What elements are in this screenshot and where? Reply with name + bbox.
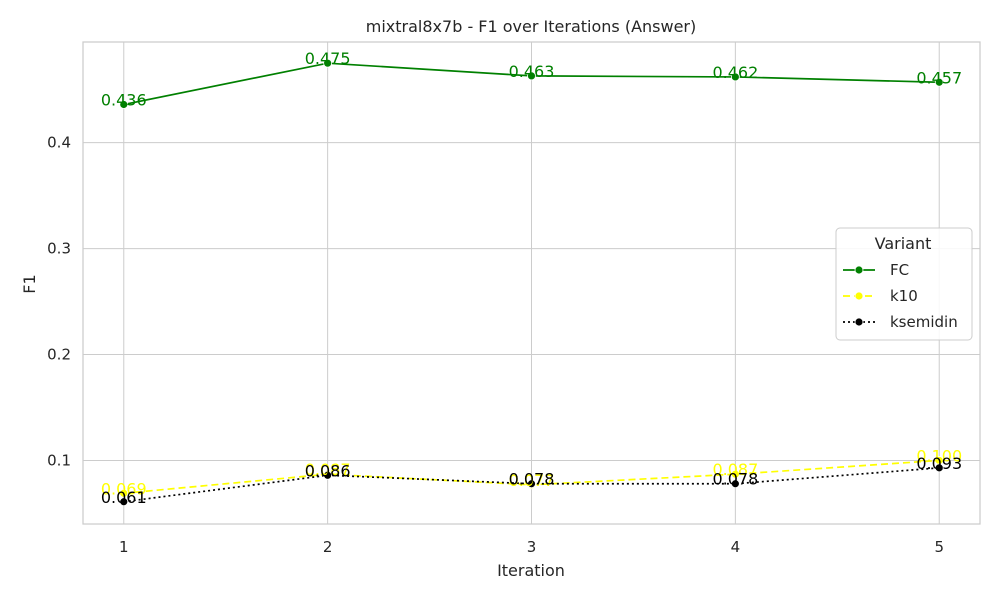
data-point-ksemidin xyxy=(119,497,129,507)
data-point-ksemidin xyxy=(323,470,333,480)
data-point-FC xyxy=(119,100,129,109)
data-label-k10: 0.077 xyxy=(509,471,555,490)
x-axis-label: Iteration xyxy=(497,561,565,580)
legend-marker-k10 xyxy=(854,291,864,301)
chart-title: mixtral8x7b - F1 over Iterations (Answer… xyxy=(366,17,696,36)
y-axis-ticks: 0.1 0.2 0.3 0.4 xyxy=(47,134,71,470)
data-point-FC xyxy=(730,72,740,82)
y-tick-label: 0.4 xyxy=(47,134,71,152)
data-label-FC: 0.475 xyxy=(305,49,351,68)
legend-entry-k10: k10 xyxy=(890,287,918,305)
data-point-FC xyxy=(934,77,944,87)
data-label-k10: 0.069 xyxy=(101,479,147,498)
data-point-FC xyxy=(527,71,536,81)
data-point-ksemidin xyxy=(730,479,740,489)
x-tick-label: 3 xyxy=(527,538,537,556)
data-label-FC: 0.462 xyxy=(712,63,758,82)
legend-marker-ksemidin xyxy=(854,317,864,327)
legend-entry-FC: FC xyxy=(890,261,909,279)
grid xyxy=(83,42,980,524)
data-label-ksemidin: 0.078 xyxy=(509,470,555,489)
x-tick-label: 4 xyxy=(731,538,741,556)
legend-title: Variant xyxy=(875,234,932,253)
data-point-FC xyxy=(323,58,333,68)
x-axis-ticks: 1 2 3 4 5 xyxy=(119,538,944,556)
y-tick-label: 0.1 xyxy=(47,451,71,469)
data-label-FC: 0.457 xyxy=(916,68,962,87)
legend-box xyxy=(835,227,973,341)
data-label-FC: 0.436 xyxy=(101,91,147,110)
data-point-k10 xyxy=(730,469,740,479)
y-axis-label: F1 xyxy=(20,274,39,293)
data-label-FC: 0.463 xyxy=(509,62,555,81)
data-labels: 0.436 0.475 0.463 0.462 0.457 0.069 0.087 0.077… xyxy=(101,49,962,507)
series-ksemidin-group xyxy=(119,463,944,507)
y-tick-label: 0.2 xyxy=(47,346,71,364)
data-label-k10: 0.087 xyxy=(712,460,758,479)
series-line-ksemidin xyxy=(123,467,940,503)
legend-entry-ksemidin: ksemidin xyxy=(890,313,958,331)
x-tick-label: 2 xyxy=(323,538,333,556)
data-label-ksemidin: 0.061 xyxy=(101,488,147,507)
data-label-ksemidin: 0.086 xyxy=(305,461,351,480)
data-label-k10: 0.087 xyxy=(305,460,351,479)
series xyxy=(119,58,944,507)
series-FC-group xyxy=(119,58,944,109)
data-label-ksemidin: 0.078 xyxy=(712,470,758,489)
y-tick-label: 0.3 xyxy=(47,240,71,258)
legend: Variant FC k10 ksemidin xyxy=(835,227,973,341)
legend-marker-FC xyxy=(854,265,864,275)
data-point-ksemidin xyxy=(934,463,944,473)
data-point-k10 xyxy=(119,488,129,498)
data-label-k10: 0.100 xyxy=(916,446,962,465)
data-point-ksemidin xyxy=(527,479,536,489)
x-tick-label: 5 xyxy=(934,538,944,556)
plot-frame xyxy=(82,41,981,525)
x-tick-label: 1 xyxy=(119,538,129,556)
data-label-ksemidin: 0.093 xyxy=(916,454,962,473)
